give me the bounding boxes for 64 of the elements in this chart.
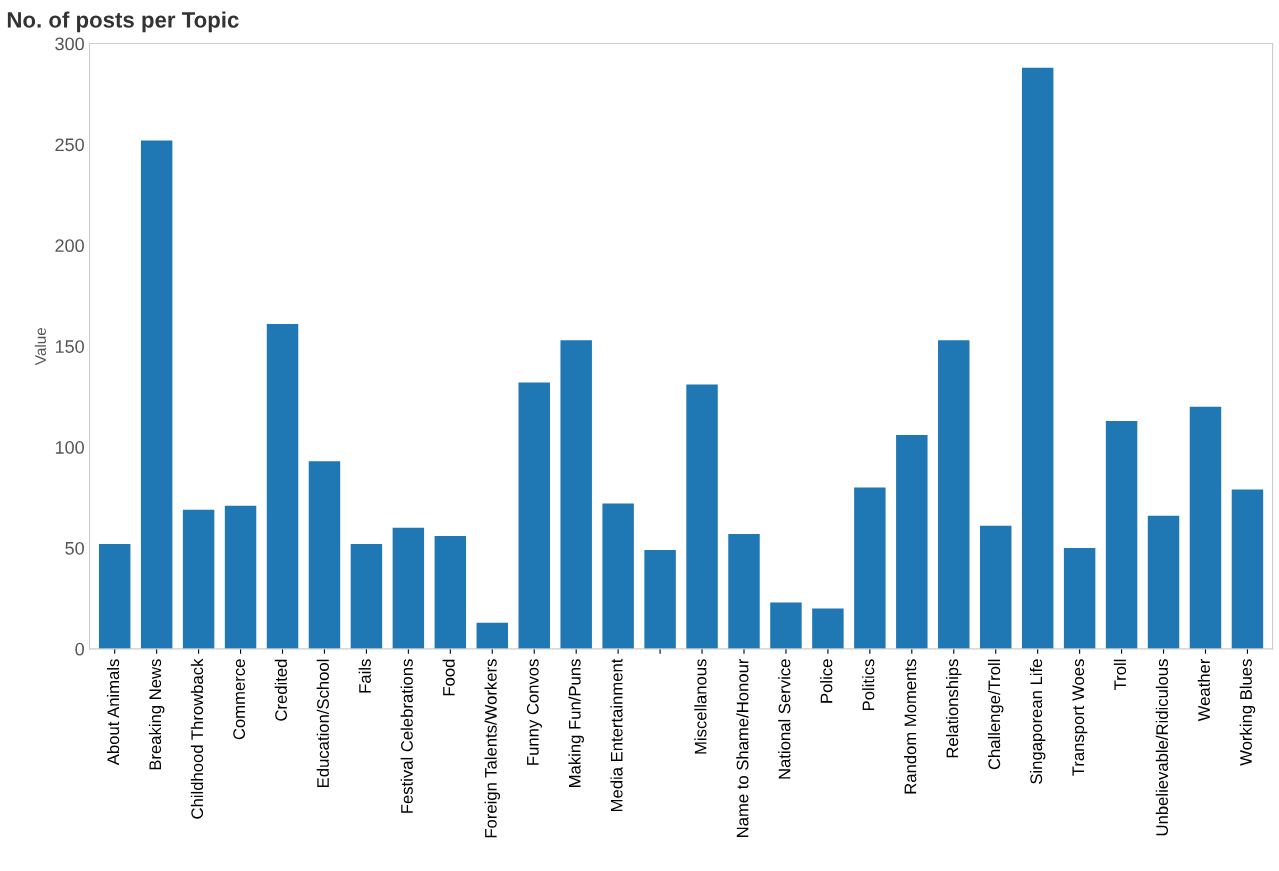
x-tick-label: Working Blues bbox=[1239, 659, 1256, 766]
x-tick-label: About Animals bbox=[106, 659, 120, 766]
bar bbox=[1231, 489, 1264, 649]
bar bbox=[1063, 548, 1096, 649]
bar bbox=[1021, 67, 1054, 649]
bar bbox=[854, 487, 886, 649]
y-axis-title: Value bbox=[34, 327, 46, 366]
bar bbox=[308, 461, 341, 649]
x-tick-label: Politics bbox=[862, 659, 875, 711]
x-tick-label: Media Entertainment bbox=[610, 658, 623, 812]
bar bbox=[392, 527, 425, 649]
bar bbox=[812, 608, 844, 649]
x-tick-label: Relationships bbox=[945, 659, 962, 758]
x-tick-label: Childhood Throwback bbox=[190, 658, 204, 819]
bar bbox=[98, 543, 131, 649]
y-tick-label: 150 bbox=[55, 340, 84, 353]
x-tick-label: Miscellanous bbox=[694, 659, 707, 754]
x-tick-label: Food bbox=[442, 659, 455, 696]
y-tick-label: 300 bbox=[55, 37, 84, 51]
x-tick-label: Singaporean Life bbox=[1029, 659, 1046, 784]
x-tick-label: Random Moments bbox=[904, 659, 917, 794]
bar bbox=[140, 140, 173, 649]
bar bbox=[266, 324, 299, 649]
bar bbox=[434, 535, 467, 649]
x-tick-label: Funny Convos bbox=[526, 659, 542, 765]
x-tick-label: Commerce bbox=[233, 659, 246, 740]
x-tick-label: Troll bbox=[1113, 659, 1127, 691]
bar bbox=[1105, 420, 1138, 649]
chart-title: No. of posts per Topic bbox=[7, 11, 239, 33]
bar bbox=[979, 525, 1012, 649]
bar bbox=[896, 435, 928, 649]
x-tick-label: Challenge/Troll bbox=[987, 659, 1004, 770]
x-tick-label: Fails bbox=[358, 659, 371, 693]
x-tick-label: Making Fun/Puns bbox=[568, 659, 584, 787]
y-tick-label: 100 bbox=[55, 441, 84, 454]
bar bbox=[476, 622, 509, 649]
bar bbox=[518, 382, 550, 649]
y-tick-label: 250 bbox=[55, 138, 84, 152]
x-tick-label: Weather bbox=[1197, 658, 1210, 722]
x-tick-label: Unbelievable/Ridiculous bbox=[1155, 659, 1168, 836]
x-tick-label: Police bbox=[820, 659, 833, 703]
bar bbox=[1189, 406, 1222, 649]
bar bbox=[938, 340, 970, 649]
bar bbox=[350, 543, 383, 649]
y-tick-label: 0 bbox=[75, 642, 84, 656]
y-tick-label: 200 bbox=[55, 239, 84, 253]
x-tick-label: Breaking News bbox=[148, 659, 165, 770]
bar bbox=[728, 533, 760, 649]
x-tick-label: Foreign Talents/Workers bbox=[484, 659, 501, 838]
y-tick-label: 50 bbox=[65, 541, 84, 555]
x-tick-label: Credited bbox=[274, 659, 287, 721]
x-tick-label: Education/School bbox=[316, 659, 329, 787]
bar bbox=[770, 602, 802, 649]
x-tick-label: Transport Woes bbox=[1072, 659, 1088, 776]
bar bbox=[560, 340, 592, 649]
x-tick-label: National Service bbox=[778, 659, 791, 779]
bar bbox=[686, 384, 718, 649]
x-tick-label: Festival Celebrations bbox=[400, 659, 413, 813]
x-tick-label: Name to Shame/Honour bbox=[736, 658, 749, 837]
bar bbox=[644, 550, 676, 649]
bar bbox=[182, 509, 215, 649]
bar bbox=[1147, 515, 1180, 649]
bar bbox=[602, 503, 634, 649]
bar bbox=[224, 505, 257, 649]
